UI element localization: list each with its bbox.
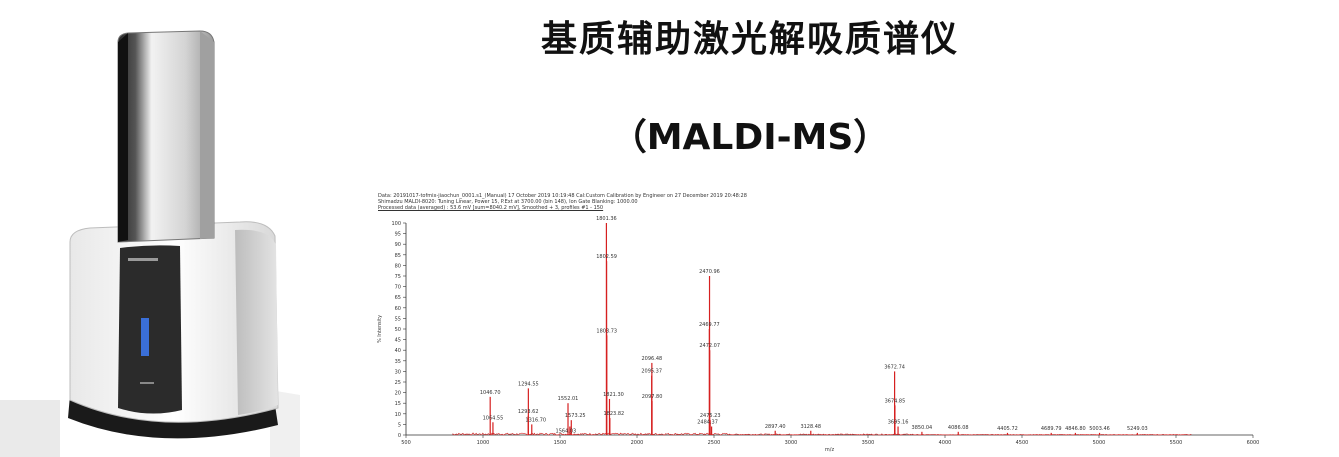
x-tick-label: 6000: [1247, 440, 1260, 446]
y-tick-label: 75: [395, 274, 401, 280]
peak-label: 3695.16: [888, 420, 909, 426]
y-tick-label: 15: [395, 401, 401, 407]
spectrum-metadata-line3: Processed data (averaged) : 53.6 mV [sum…: [378, 205, 604, 211]
x-tick-label: 1500: [554, 440, 567, 446]
y-tick-label: 40: [395, 348, 401, 354]
peak-label: 4086.08: [948, 425, 969, 431]
x-tick-label: 4500: [1016, 440, 1029, 446]
peak-label: 2470.96: [699, 269, 720, 275]
y-tick-label: 100: [391, 221, 401, 227]
spectrum-metadata: Data: 20191017-tofmix-jiaochun_0001.s1_(…: [378, 193, 747, 211]
peak-label: 1803.73: [596, 328, 617, 334]
peak-label: 1046.70: [480, 390, 501, 396]
x-tick-label: 4000: [939, 440, 952, 446]
spectrum-metadata-line2: Shimadzu MALDI-8020: Tuning Linear, Powe…: [378, 199, 638, 205]
peak-label: 5249.03: [1127, 426, 1148, 432]
y-tick-label: 0: [398, 433, 401, 439]
peak-label: 1573.25: [565, 413, 586, 419]
y-tick-label: 90: [395, 242, 401, 248]
title-block: 基质辅助激光解吸质谱仪 （MALDI-MS）: [440, 12, 1060, 158]
x-tick-label: 5500: [1170, 440, 1183, 446]
spectrum-plot: 0 5 10 15 20 25 30 35 40 45 50 55 60 65 70 75 80 85 90 95 10…: [377, 216, 1260, 452]
y-tick-label: 30: [395, 369, 401, 375]
peak-label: 2897.40: [765, 424, 786, 430]
peak-label: 1802.59: [596, 254, 617, 260]
x-tick-label: 2500: [708, 440, 721, 446]
peak-label: 1821.30: [603, 392, 624, 398]
peak-label: 2095.37: [641, 369, 662, 375]
peak-label: 3672.74: [884, 364, 905, 370]
spectrum-metadata-line1: Data: 20191017-tofmix-jiaochun_0001.s1_(…: [378, 193, 747, 199]
y-tick-label: 85: [395, 253, 401, 259]
peak-label: 2472.07: [699, 343, 720, 349]
y-tick-label: 25: [395, 380, 401, 386]
y-tick-label: 60: [395, 306, 401, 312]
peak-label: 1552.01: [558, 396, 579, 402]
y-axis-label: % Intensity: [377, 315, 383, 343]
x-tick-label: 500: [401, 440, 411, 446]
y-tick-label: 80: [395, 263, 401, 269]
peak-label: 2484.37: [697, 420, 718, 426]
y-tick-label: 35: [395, 359, 401, 365]
page-title-english: （MALDI-MS）: [610, 117, 890, 158]
peak-label: 1293.62: [518, 409, 539, 415]
y-tick-label: 95: [395, 232, 401, 238]
x-tick-label: 1000: [477, 440, 490, 446]
x-tick-label: 2000: [631, 440, 644, 446]
peak-label: 1064.55: [483, 415, 504, 421]
peak-label: 1564.03: [556, 429, 577, 435]
peak-label: 4689.79: [1041, 426, 1062, 432]
y-tick-label: 55: [395, 316, 401, 322]
peak-label: 2475.23: [700, 413, 721, 419]
peak-label: 1823.82: [604, 411, 625, 417]
peak-label: 2469.77: [699, 322, 720, 328]
y-tick-label: 10: [395, 412, 401, 418]
peak-label: 3128.48: [800, 424, 821, 430]
peak-label: 5003.46: [1089, 426, 1110, 432]
mass-spectrum-chart: Data: 20191017-tofmix-jiaochun_0001.s1_(…: [373, 190, 1263, 452]
y-tick-label: 70: [395, 285, 401, 291]
peak-label: 4846.80: [1065, 426, 1086, 432]
page-title-chinese: 基质辅助激光解吸质谱仪: [540, 19, 959, 60]
peak-label: 3850.04: [912, 425, 933, 431]
peak-label: 2096.48: [642, 356, 663, 362]
y-tick-label: 45: [395, 338, 401, 344]
y-tick-label: 5: [398, 422, 401, 428]
peak-label: 1294.55: [518, 381, 539, 387]
y-tick-label: 65: [395, 295, 401, 301]
peak-label: 1316.70: [525, 417, 546, 423]
peak-label: 2097.80: [642, 394, 663, 400]
y-tick-label: 20: [395, 391, 401, 397]
spectrum-baseline: [452, 432, 1192, 436]
x-tick-label: 5000: [1093, 440, 1106, 446]
x-tick-label: 3000: [785, 440, 798, 446]
peak-label: 1801.36: [596, 216, 617, 222]
maldi-instrument-image: [0, 30, 300, 457]
peak-label: 4405.72: [997, 426, 1018, 432]
y-tick-label: 50: [395, 327, 401, 333]
x-axis-label: m/z: [825, 447, 835, 452]
peak-label: 3674.85: [885, 398, 906, 404]
x-tick-label: 3500: [862, 440, 875, 446]
